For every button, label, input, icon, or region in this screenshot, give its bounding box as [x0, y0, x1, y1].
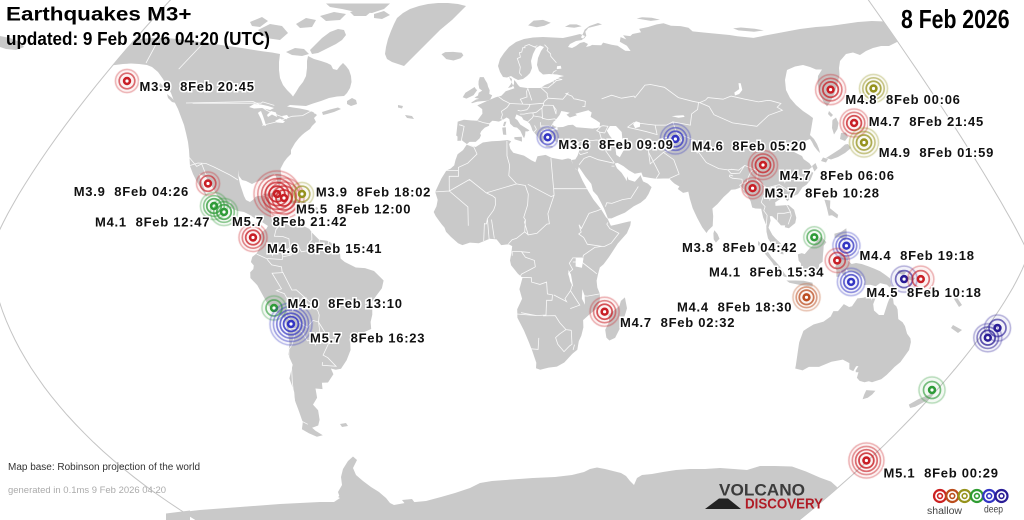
svg-text:M5.7 8Feb 21:42: M5.7 8Feb 21:42 — [232, 214, 347, 229]
svg-text:M4.1 8Feb 15:34: M4.1 8Feb 15:34 — [709, 264, 824, 279]
svg-text:M4.9 8Feb 01:59: M4.9 8Feb 01:59 — [879, 145, 994, 160]
svg-text:generated in 0.1ms 9 Feb 2026: generated in 0.1ms 9 Feb 2026 04:20 — [8, 485, 166, 496]
svg-text:shallow: shallow — [927, 506, 963, 517]
svg-text:M4.4 8Feb 18:30: M4.4 8Feb 18:30 — [677, 299, 792, 314]
svg-text:DISCOVERY: DISCOVERY — [745, 496, 823, 513]
svg-text:M4.5 8Feb 10:18: M4.5 8Feb 10:18 — [866, 285, 981, 300]
svg-text:M4.7 8Feb 02:32: M4.7 8Feb 02:32 — [620, 315, 735, 330]
svg-text:M3.9 8Feb 04:26: M3.9 8Feb 04:26 — [74, 184, 189, 199]
svg-text:Earthquakes M3+: Earthquakes M3+ — [6, 4, 192, 26]
svg-text:Map base: Robinson projection: Map base: Robinson projection of the wor… — [8, 462, 200, 473]
svg-text:deep: deep — [984, 505, 1003, 516]
svg-text:M5.1 8Feb 00:29: M5.1 8Feb 00:29 — [884, 466, 999, 481]
svg-text:M3.6 8Feb 09:09: M3.6 8Feb 09:09 — [558, 137, 673, 152]
svg-text:M3.9 8Feb 18:02: M3.9 8Feb 18:02 — [316, 184, 431, 199]
svg-text:M4.8 8Feb 00:06: M4.8 8Feb 00:06 — [845, 92, 960, 107]
svg-text:M4.7 8Feb 06:06: M4.7 8Feb 06:06 — [780, 168, 895, 183]
svg-text:updated: 9 Feb 2026 04:20 (UT: updated: 9 Feb 2026 04:20 (UTC) — [6, 28, 270, 49]
svg-text:8 Feb 2026: 8 Feb 2026 — [901, 4, 1010, 34]
svg-text:M4.1 8Feb 12:47: M4.1 8Feb 12:47 — [95, 215, 210, 230]
svg-text:VOLCANO: VOLCANO — [719, 481, 805, 500]
svg-text:M3.9 8Feb 20:45: M3.9 8Feb 20:45 — [140, 79, 255, 94]
svg-text:M4.6 8Feb 15:41: M4.6 8Feb 15:41 — [267, 241, 382, 256]
svg-text:M3.8 8Feb 04:42: M3.8 8Feb 04:42 — [682, 240, 797, 255]
svg-text:M5.5 8Feb 12:00: M5.5 8Feb 12:00 — [296, 202, 411, 217]
svg-text:M3.7 8Feb 10:28: M3.7 8Feb 10:28 — [765, 185, 880, 200]
svg-text:M4.4 8Feb 19:18: M4.4 8Feb 19:18 — [860, 248, 975, 263]
svg-text:M4.6 8Feb 05:20: M4.6 8Feb 05:20 — [692, 138, 807, 153]
svg-text:M4.7 8Feb 21:45: M4.7 8Feb 21:45 — [869, 114, 984, 129]
svg-text:M5.7 8Feb 16:23: M5.7 8Feb 16:23 — [310, 330, 425, 345]
svg-text:M4.0 8Feb 13:10: M4.0 8Feb 13:10 — [288, 296, 403, 311]
